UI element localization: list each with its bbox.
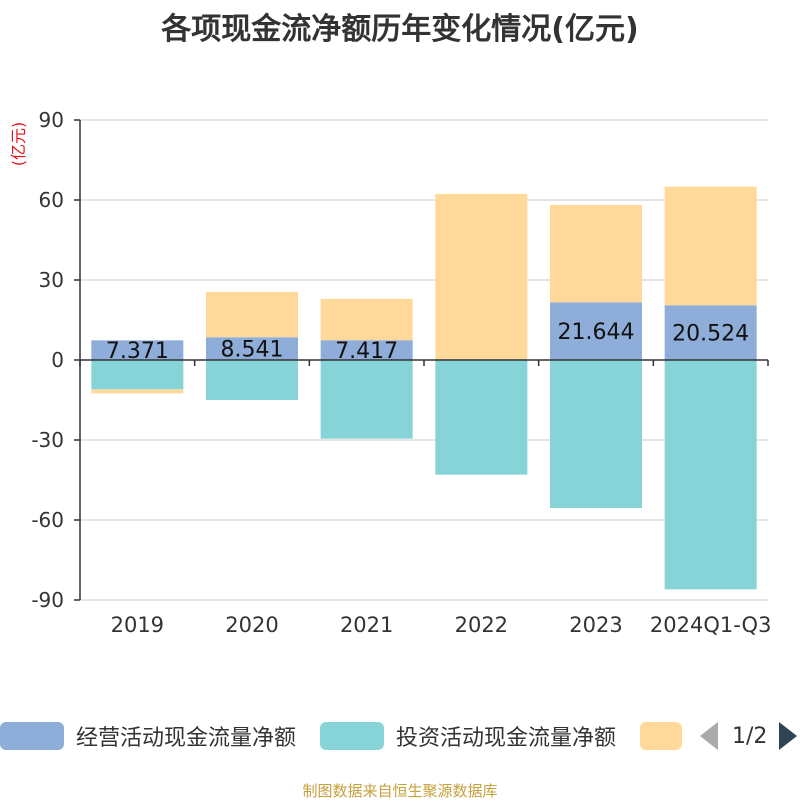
bar-operating [206, 337, 298, 360]
bar-operating [91, 340, 184, 360]
x-tick-label: 2019 [111, 613, 164, 637]
y-tick-label: 90 [39, 108, 64, 132]
bar-investing [664, 360, 757, 590]
bar-financing [206, 291, 298, 338]
data-label: 7.417 [335, 339, 398, 364]
bar-operating [550, 302, 642, 360]
chart-title: 各项现金流净额历年变化情况(亿元) [161, 12, 639, 47]
data-label: 7.371 [106, 339, 169, 364]
bar-financing [91, 389, 184, 394]
data-label: 8.541 [221, 338, 284, 363]
bar-financing [435, 193, 528, 360]
bar-operating [664, 305, 757, 360]
x-tick-label: 2023 [569, 613, 622, 637]
bar-investing [550, 360, 642, 508]
bar-financing [550, 204, 642, 303]
x-tick-label: 2021 [340, 613, 393, 637]
legend-label-investing: 投资活动现金流量净额 [396, 726, 617, 751]
y-tick-label: -30 [31, 428, 64, 452]
legend-swatch-investing [320, 722, 384, 750]
legend-swatch-operating [0, 722, 64, 750]
x-tick-label: 2022 [455, 613, 508, 637]
bar-financing [664, 186, 757, 306]
x-tick-label: 2020 [225, 613, 278, 637]
data-source-note: 制图数据来自恒生聚源数据库 [302, 782, 498, 800]
bar-operating [320, 340, 413, 360]
y-tick-label: 0 [51, 348, 64, 372]
legend-pager: 1/2 [700, 720, 798, 752]
pager-next-icon[interactable] [779, 722, 798, 750]
y-tick-label: -90 [31, 588, 64, 612]
bar-investing [320, 360, 413, 439]
legend-swatch-financing [640, 722, 682, 750]
legend-item-operating[interactable]: 经营活动现金流量净额 [0, 720, 296, 752]
legend-label-operating: 经营活动现金流量净额 [76, 726, 297, 751]
bar-investing [91, 360, 184, 390]
bar-financing [320, 298, 413, 341]
y-tick-label: 60 [39, 188, 64, 212]
data-label: 21.644 [558, 320, 635, 345]
bar-investing [435, 360, 528, 475]
bar-investing [206, 360, 298, 400]
pager-text: 1/2 [732, 723, 768, 749]
data-label: 20.524 [672, 322, 749, 347]
legend-item-investing[interactable]: 投资活动现金流量净额 [320, 720, 616, 752]
y-tick-label: -60 [31, 508, 64, 532]
y-tick-label: 30 [39, 268, 64, 292]
legend-item-financing[interactable] [640, 720, 682, 752]
pager-prev-icon[interactable] [700, 722, 718, 750]
x-tick-label: 2024Q1-Q3 [650, 613, 772, 637]
legend: 经营活动现金流量净额 投资活动现金流量净额 1/2 [0, 716, 800, 756]
cashflow-chart: 90 60 30 0 -30 -60 -90 2019 2020 2021 2022 2023 2024… [31, 108, 772, 637]
